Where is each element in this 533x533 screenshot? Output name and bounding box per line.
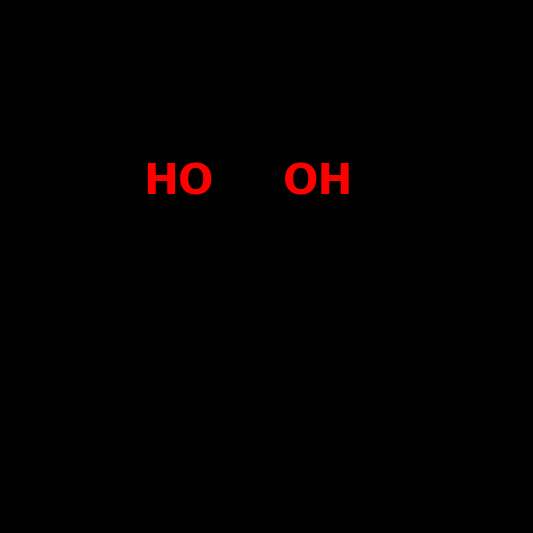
Text: OH: OH [283, 162, 353, 204]
Text: HO: HO [143, 162, 214, 204]
